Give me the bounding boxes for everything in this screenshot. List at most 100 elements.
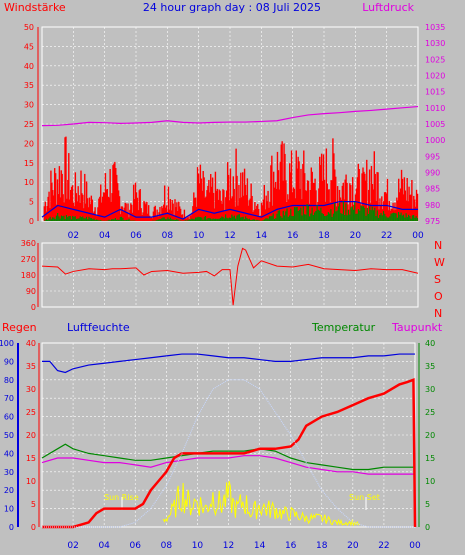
y-tick-label-wind: 0 [29, 217, 34, 226]
y-tick-label-pressure: 1010 [425, 104, 445, 113]
windstaerke-label: Windstärke [4, 1, 66, 14]
compass-w: W [434, 256, 445, 269]
series-line-luftfeuchte [42, 353, 415, 374]
x-tick-label: 12 [224, 231, 235, 241]
y-tick-label-humidity: 70 [4, 394, 14, 403]
y-tick-label-direction: 90 [26, 287, 36, 296]
luftdruck-label: Luftdruck [362, 1, 414, 14]
y-tick-label-humidity: 10 [4, 505, 14, 514]
y-tick-label-temperature: 15 [425, 454, 435, 463]
y-tick-label-rain: 10 [26, 477, 36, 486]
y-tick-label-humidity: 100 [0, 339, 14, 348]
x-tick-label: 06 [130, 231, 142, 241]
x-tick-label: 10 [193, 231, 205, 241]
y-tick-label-wind: 20 [24, 139, 34, 148]
x-tick-label: 02 [67, 541, 78, 551]
x-tick-label: 14 [256, 231, 268, 241]
y-tick-label-pressure: 995 [425, 152, 440, 161]
series-line-luftdruck [41, 105, 419, 127]
x-tick-label: 08 [161, 541, 173, 551]
y-tick-label-rain: 40 [26, 339, 36, 348]
y-tick-label-wind: 25 [24, 120, 34, 129]
x-tick-label: 00 [409, 541, 421, 551]
x-tick-label: 22 [381, 231, 392, 241]
x-tick-label: 02 [68, 231, 79, 241]
y-tick-label-rain: 35 [26, 362, 36, 371]
compass-n-top: N [434, 239, 442, 252]
y-tick-label-temperature: 25 [425, 408, 435, 417]
y-tick-label-pressure: 1005 [425, 120, 445, 129]
y-tick-label-pressure: 1030 [425, 39, 445, 48]
series-line-windrichtung [41, 247, 419, 306]
y-tick-label-rain: 15 [26, 454, 36, 463]
y-tick-label-direction: 360 [21, 239, 36, 248]
y-tick-label-wind: 40 [24, 62, 34, 71]
y-tick-label-humidity: 40 [4, 449, 14, 458]
y-tick-label-wind: 10 [24, 178, 34, 187]
y-tick-label-pressure: 1000 [425, 136, 445, 145]
y-tick-label-humidity: 90 [4, 357, 14, 366]
sun-rise-label: Sun Rise [104, 493, 139, 502]
y-tick-label-temperature: 5 [425, 500, 430, 509]
x-tick-label: 20 [350, 231, 362, 241]
x-tick-label: 14 [254, 541, 266, 551]
y-tick-label-temperature: 20 [425, 431, 435, 440]
series-line-taupunkt [41, 455, 415, 475]
y-tick-label-temperature: 0 [425, 523, 430, 532]
chart-title: 24 hour graph day : 08 Juli 2025 [143, 1, 321, 14]
regen-label: Regen [2, 321, 37, 334]
x-tick-label: 16 [287, 231, 299, 241]
x-tick-label: 22 [378, 541, 389, 551]
y-tick-label-pressure: 985 [425, 185, 440, 194]
y-tick-label-humidity: 50 [4, 431, 14, 440]
x-tick-label: 12 [223, 541, 234, 551]
y-tick-label-temperature: 10 [425, 477, 435, 486]
y-tick-label-humidity: 30 [4, 468, 14, 477]
y-tick-label-pressure: 980 [425, 201, 440, 210]
y-tick-label-wind: 50 [24, 23, 34, 32]
y-tick-label-pressure: 1020 [425, 72, 445, 81]
y-tick-label-rain: 20 [26, 431, 36, 440]
x-tick-label: 18 [316, 541, 328, 551]
y-tick-label-wind: 5 [29, 198, 34, 207]
y-tick-label-direction: 270 [21, 255, 36, 264]
y-tick-label-pressure: 1015 [425, 88, 445, 97]
y-tick-label-temperature: 40 [425, 339, 435, 348]
compass-s: S [434, 273, 441, 286]
series-line-wind [41, 201, 418, 220]
luftfeuchte-label: Luftfeuchte [67, 321, 130, 334]
y-tick-label-pressure: 1025 [425, 55, 445, 64]
y-tick-label-rain: 0 [31, 523, 36, 532]
y-tick-label-humidity: 20 [4, 486, 14, 495]
y-tick-label-rain: 5 [31, 500, 36, 509]
sun-set-label: Sun Set [349, 493, 380, 502]
x-tick-label: 04 [98, 541, 110, 551]
y-tick-label-direction: 180 [21, 271, 36, 280]
y-tick-label-humidity: 80 [4, 376, 14, 385]
series-line-uv [42, 379, 415, 528]
x-tick-label: 16 [285, 541, 297, 551]
y-tick-label-pressure: 1035 [425, 23, 445, 32]
y-tick-label-wind: 15 [24, 159, 34, 168]
x-tick-label: 06 [130, 541, 142, 551]
y-tick-label-wind: 35 [24, 81, 34, 90]
y-tick-label-pressure: 990 [425, 169, 440, 178]
x-tick-label: 18 [318, 231, 330, 241]
series-line-solar [162, 480, 360, 527]
x-tick-label: 08 [162, 231, 174, 241]
series-line-regen [42, 378, 417, 529]
series-line-temperatur [41, 443, 415, 471]
x-tick-label: 10 [192, 541, 204, 551]
y-tick-label-temperature: 30 [425, 385, 435, 394]
taupunkt-label: Taupunkt [391, 321, 443, 334]
compass-n-bottom: N [434, 307, 442, 320]
temperatur-label: Temperatur [311, 321, 376, 334]
y-tick-label-wind: 45 [24, 42, 34, 51]
y-tick-label-pressure: 975 [425, 217, 440, 226]
y-tick-label-wind: 30 [24, 101, 34, 110]
x-tick-label: 00 [412, 231, 424, 241]
